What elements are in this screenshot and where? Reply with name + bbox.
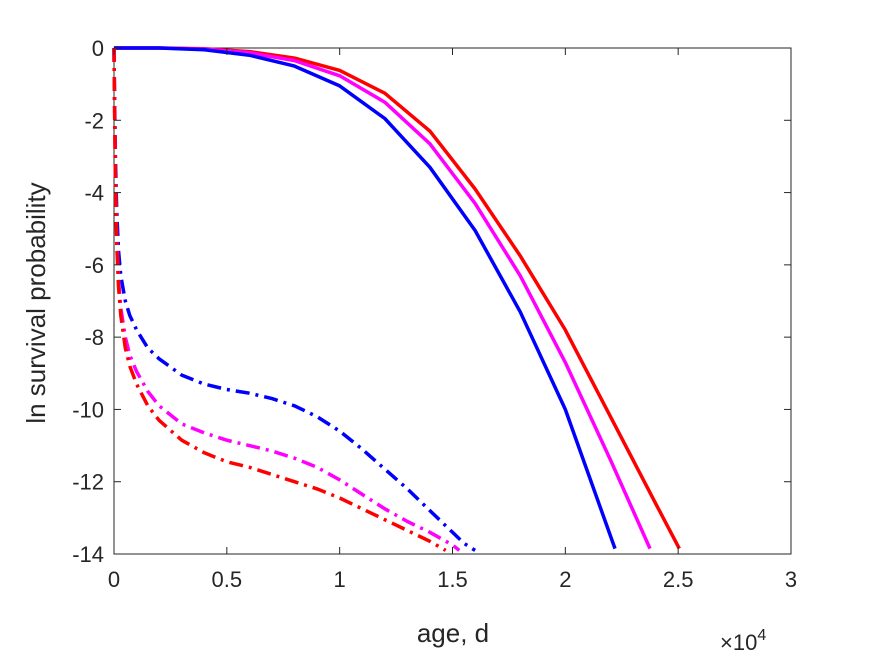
- x-axis-exponent-base: ×10: [720, 630, 757, 655]
- y-tick-label: -10: [72, 397, 104, 422]
- y-tick-label: -4: [84, 181, 104, 206]
- series-line-3-solid: [114, 46, 617, 550]
- y-tick-label: -8: [84, 325, 104, 350]
- y-tick-label: -14: [72, 542, 104, 567]
- series-layer: [112, 46, 681, 552]
- x-tick-label: 0: [108, 567, 120, 592]
- y-tick-label: 0: [92, 36, 104, 61]
- x-tick-label: 1.5: [437, 567, 468, 592]
- y-tick-label: -12: [72, 470, 104, 495]
- series-line-5-dashdot: [112, 47, 461, 552]
- x-tick-label: 2: [559, 567, 571, 592]
- x-tick-label: 3: [785, 567, 797, 592]
- y-axis-ticks: 0 -2 -4 -6 -8 -10 -12 -14: [72, 36, 791, 567]
- x-tick-label: 0.5: [212, 567, 243, 592]
- y-tick-label: -2: [84, 108, 104, 133]
- x-axis-exponent: ×104: [720, 627, 766, 655]
- x-axis-ticks: 0 0.5 1 1.5 2 2.5 3: [108, 48, 797, 592]
- plot-area: [113, 47, 792, 555]
- x-axis-exponent-power: 4: [757, 627, 766, 644]
- x-tick-label: 2.5: [663, 567, 694, 592]
- x-axis-title: age, d: [417, 618, 489, 648]
- y-tick-label: -6: [84, 253, 104, 278]
- series-line-6-dashdot: [112, 47, 447, 552]
- y-axis-title: ln survival probability: [21, 182, 51, 423]
- x-tick-label: 1: [334, 567, 346, 592]
